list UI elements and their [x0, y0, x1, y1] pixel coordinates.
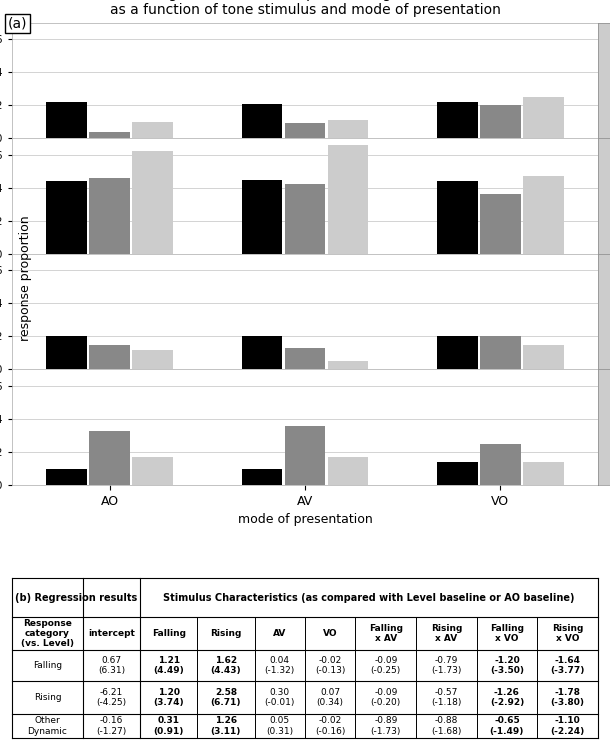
Bar — [90, 132, 130, 139]
Text: -0.16
(-1.27): -0.16 (-1.27) — [96, 716, 127, 736]
Text: response proportion: response proportion — [19, 216, 32, 341]
Bar — [132, 457, 173, 485]
Bar — [523, 345, 564, 370]
Text: Other
Dynamic: Other Dynamic — [27, 716, 68, 736]
Text: Falling
x AV: Falling x AV — [369, 623, 403, 643]
Bar — [480, 105, 520, 139]
Text: (b) Regression results: (b) Regression results — [15, 593, 137, 602]
Title: English intonation: response categorisations
as a function of tone stimulus and : English intonation: response categorisat… — [110, 0, 500, 17]
Text: 0.31
(0.91): 0.31 (0.91) — [154, 716, 184, 736]
Bar — [437, 102, 478, 139]
Text: 0.67
(6.31): 0.67 (6.31) — [98, 656, 125, 675]
Bar — [480, 444, 520, 485]
Bar — [328, 457, 368, 485]
Text: 1.21
(4.49): 1.21 (4.49) — [153, 656, 184, 675]
Bar — [285, 123, 325, 139]
Bar — [328, 361, 368, 370]
Text: 0.07
(0.34): 0.07 (0.34) — [317, 687, 344, 707]
Text: -0.88
(-1.68): -0.88 (-1.68) — [431, 716, 462, 736]
Text: 1.20
(3.74): 1.20 (3.74) — [153, 687, 184, 707]
Text: -0.09
(-0.25): -0.09 (-0.25) — [371, 656, 401, 675]
Text: Falling
x VO: Falling x VO — [490, 623, 524, 643]
Bar — [90, 178, 130, 254]
Text: -0.89
(-1.73): -0.89 (-1.73) — [371, 716, 401, 736]
Bar — [46, 102, 87, 139]
Text: VO: VO — [323, 629, 337, 638]
Text: 0.30
(-0.01): 0.30 (-0.01) — [265, 687, 295, 707]
Bar — [46, 468, 87, 485]
Bar — [132, 122, 173, 139]
Text: AV: AV — [273, 629, 287, 638]
Text: intercept: intercept — [88, 629, 135, 638]
Bar — [285, 425, 325, 485]
Text: -0.79
(-1.73): -0.79 (-1.73) — [431, 656, 462, 675]
Text: 0.04
(-1.32): 0.04 (-1.32) — [265, 656, 295, 675]
Text: Rising: Rising — [34, 693, 62, 702]
Bar — [242, 337, 282, 370]
Bar — [523, 97, 564, 139]
Bar — [242, 103, 282, 139]
Text: -0.09
(-0.20): -0.09 (-0.20) — [371, 687, 401, 707]
Bar — [90, 345, 130, 370]
Bar — [523, 462, 564, 485]
Bar — [132, 151, 173, 254]
Bar — [242, 468, 282, 485]
Text: (a): (a) — [7, 17, 27, 31]
X-axis label: mode of presentation: mode of presentation — [238, 514, 372, 526]
Text: -0.02
(-0.13): -0.02 (-0.13) — [315, 656, 345, 675]
Bar — [480, 194, 520, 254]
Text: 2.58
(6.71): 2.58 (6.71) — [210, 687, 241, 707]
Text: -1.10
(-2.24): -1.10 (-2.24) — [550, 716, 584, 736]
Bar — [285, 184, 325, 254]
Text: Rising
x AV: Rising x AV — [431, 623, 462, 643]
Bar — [437, 462, 478, 485]
Bar — [328, 145, 368, 254]
Bar — [328, 120, 368, 139]
Bar — [90, 431, 130, 485]
Bar — [46, 337, 87, 370]
Bar — [437, 337, 478, 370]
Text: 1.62
(4.43): 1.62 (4.43) — [210, 656, 241, 675]
Text: Rising: Rising — [210, 629, 242, 638]
Text: Falling: Falling — [33, 661, 62, 670]
Bar — [46, 181, 87, 254]
Text: 1.26
(3.11): 1.26 (3.11) — [210, 716, 241, 736]
Bar — [285, 348, 325, 370]
Text: Rising
x VO: Rising x VO — [552, 623, 583, 643]
Text: -1.26
(-2.92): -1.26 (-2.92) — [490, 687, 524, 707]
Text: 0.05
(0.31): 0.05 (0.31) — [266, 716, 293, 736]
Text: -0.65
(-1.49): -0.65 (-1.49) — [490, 716, 524, 736]
Text: Stimulus Characteristics (as compared with Level baseline or AO baseline): Stimulus Characteristics (as compared wi… — [163, 593, 575, 602]
Text: -0.57
(-1.18): -0.57 (-1.18) — [431, 687, 462, 707]
Text: Falling: Falling — [152, 629, 185, 638]
Text: -0.02
(-0.16): -0.02 (-0.16) — [315, 716, 345, 736]
Text: Response
category
(vs. Level): Response category (vs. Level) — [21, 618, 74, 648]
Bar — [437, 181, 478, 254]
Bar — [480, 337, 520, 370]
Bar — [132, 349, 173, 370]
Text: -1.78
(-3.80): -1.78 (-3.80) — [550, 687, 584, 707]
Text: -6.21
(-4.25): -6.21 (-4.25) — [96, 687, 126, 707]
Bar — [242, 179, 282, 254]
Text: -1.20
(-3.50): -1.20 (-3.50) — [490, 656, 524, 675]
Text: -1.64
(-3.77): -1.64 (-3.77) — [550, 656, 585, 675]
Bar — [523, 176, 564, 254]
